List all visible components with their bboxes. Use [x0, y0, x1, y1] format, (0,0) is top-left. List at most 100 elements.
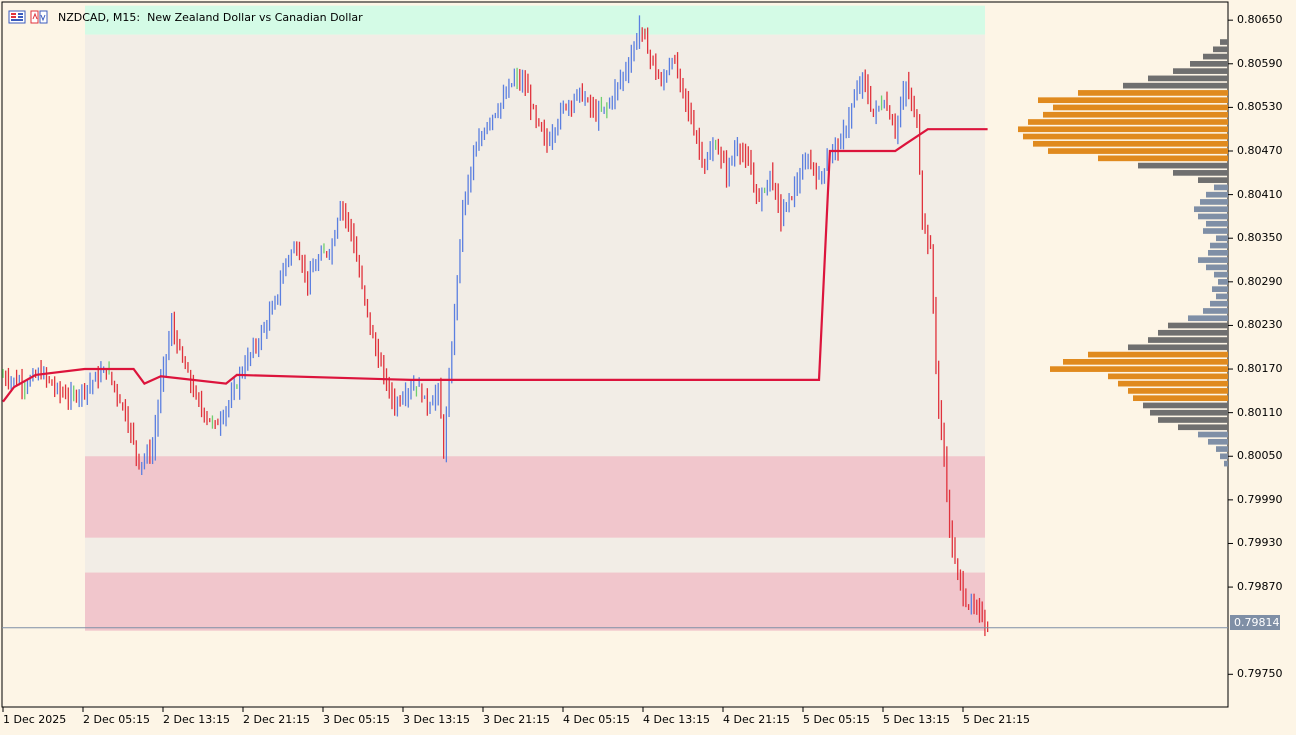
volume-profile-bar — [1206, 191, 1228, 198]
volume-profile-bar — [1224, 460, 1228, 467]
volume-profile-bar — [1173, 68, 1228, 74]
volume-profile-bar — [1210, 242, 1228, 249]
price-label: 0.79930 — [1237, 536, 1283, 550]
volume-profile-bar — [1198, 213, 1228, 220]
time-label: 3 Dec 13:15 — [403, 713, 470, 726]
volume-profile-bar — [1208, 249, 1228, 256]
price-label: 0.80470 — [1237, 143, 1283, 157]
poc-line — [2, 128, 988, 403]
volume-profile-bar — [1208, 438, 1228, 445]
volume-profile-bar — [1128, 344, 1228, 351]
volume-profile-bar — [1173, 170, 1228, 176]
volume-profile-bar — [1206, 220, 1228, 227]
volume-profile-bar — [1048, 148, 1228, 154]
volume-profile-bar — [1218, 279, 1228, 285]
volume-profile-bar — [1088, 351, 1228, 358]
current-price-label: 0.79814 — [1230, 615, 1280, 630]
time-label: 2 Dec 05:15 — [83, 713, 150, 726]
volume-profile-bar — [1050, 366, 1228, 372]
time-label: 5 Dec 21:15 — [963, 713, 1030, 726]
price-label: 0.80050 — [1237, 449, 1283, 463]
volume-profile-bar — [1063, 359, 1228, 365]
volume-profile-bar — [1158, 329, 1228, 336]
volume-profile-bar — [1108, 373, 1228, 380]
volume-profile-bar — [1128, 388, 1228, 394]
volume-profile-bar — [1098, 155, 1228, 162]
volume-profile-bar — [1148, 337, 1228, 343]
volume-profile-bar — [1148, 75, 1228, 82]
time-label: 3 Dec 21:15 — [483, 713, 550, 726]
volume-profile-bar — [1028, 119, 1228, 125]
time-label: 3 Dec 05:15 — [323, 713, 390, 726]
price-label: 0.80350 — [1237, 231, 1283, 245]
volume-profile-bar — [1198, 257, 1228, 263]
volume-profile-bar — [1018, 126, 1228, 133]
price-label: 0.80650 — [1237, 13, 1283, 27]
volume-profile-bar — [1043, 111, 1228, 118]
chart-title-bar: NZDCAD, M15: New Zealand Dollar vs Canad… — [8, 8, 363, 26]
volume-profile-bar — [1212, 286, 1228, 292]
volume-profile-bar — [1150, 409, 1228, 416]
price-label: 0.80290 — [1237, 274, 1283, 288]
price-label: 0.80110 — [1237, 405, 1283, 419]
price-label: 0.79990 — [1237, 492, 1283, 506]
volume-profile-bar — [1188, 315, 1228, 322]
price-label: 0.80410 — [1237, 187, 1283, 201]
time-label: 5 Dec 05:15 — [803, 713, 870, 726]
time-label: 4 Dec 05:15 — [563, 713, 630, 726]
volume-profile-bar — [1033, 140, 1228, 147]
volume-profile-bar — [1078, 90, 1228, 96]
volume-profile-bar — [1203, 308, 1228, 314]
time-label: 4 Dec 21:15 — [723, 713, 790, 726]
price-label: 0.79750 — [1237, 667, 1283, 681]
zone-demand-zone-3 — [85, 572, 985, 631]
volume-profile-bar — [1214, 184, 1228, 191]
volume-profile-bar — [1213, 46, 1228, 53]
zone-demand-zone-2 — [85, 456, 985, 538]
volume-profile-bar — [1214, 271, 1228, 278]
volume-profile-bar — [1220, 453, 1228, 460]
volume-profile-bar — [1168, 322, 1228, 329]
volume-profile-bar — [1158, 417, 1228, 423]
zone-supply-zone-0 — [85, 5, 985, 35]
price-label: 0.80530 — [1237, 100, 1283, 114]
volume-profile-bar — [1203, 228, 1228, 234]
volume-profile-bar — [1206, 264, 1228, 271]
time-label: 5 Dec 13:15 — [883, 713, 950, 726]
symbol-description: New Zealand Dollar vs Canadian Dollar — [147, 10, 363, 24]
volume-profile-bar — [1143, 402, 1228, 409]
price-label: 0.79870 — [1237, 580, 1283, 594]
volume-profile-bar — [1198, 177, 1228, 183]
one-click-trading-icon[interactable] — [30, 10, 48, 24]
volume-profile-bar — [1190, 61, 1228, 67]
volume-profile-bar — [1198, 431, 1228, 438]
symbol-timeframe: NZDCAD, M15: — [58, 10, 141, 24]
volume-profile-bar — [1216, 235, 1228, 242]
volume-profile-bar — [1133, 395, 1228, 402]
volume-profile-bar — [1194, 206, 1228, 213]
time-label: 4 Dec 13:15 — [643, 713, 710, 726]
volume-profile-bar — [1216, 293, 1228, 300]
volume-profile-bar — [1123, 82, 1228, 89]
volume-profile-bar — [1138, 162, 1228, 169]
volume-profile-bar — [1203, 53, 1228, 60]
chart-title: NZDCAD, M15: New Zealand Dollar vs Canad… — [58, 11, 363, 24]
volume-profile-bar — [1178, 424, 1228, 431]
volume-profile-bar — [1200, 199, 1228, 205]
time-label: 2 Dec 13:15 — [163, 713, 230, 726]
volume-profile-bar — [1118, 380, 1228, 387]
volume-profile-bar — [1210, 300, 1228, 307]
volume-profile-bar — [1023, 133, 1228, 140]
price-label: 0.80170 — [1237, 362, 1283, 376]
price-label: 0.80590 — [1237, 56, 1283, 70]
volume-profile-bar — [1053, 104, 1228, 111]
volume-profile-bar — [1216, 446, 1228, 452]
price-label: 0.80230 — [1237, 318, 1283, 332]
time-label: 1 Dec 2025 — [3, 713, 67, 726]
market-depth-icon[interactable] — [8, 10, 26, 24]
time-label: 2 Dec 21:15 — [243, 713, 310, 726]
volume-profile-bar — [1038, 97, 1228, 104]
volume-profile-bar — [1220, 39, 1228, 45]
